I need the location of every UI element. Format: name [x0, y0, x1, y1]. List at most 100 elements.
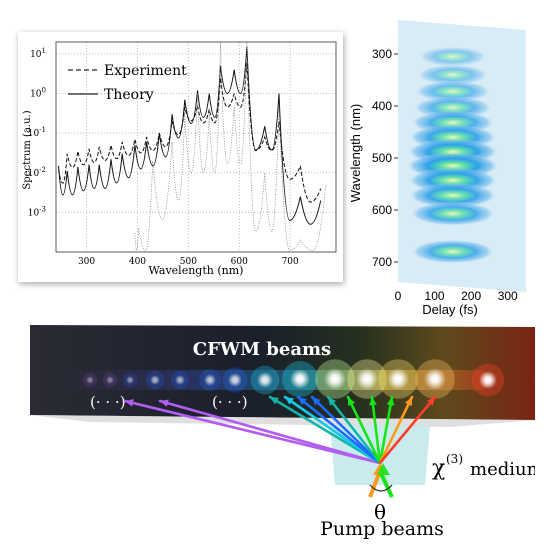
generated-beam-arrowhead	[125, 399, 134, 407]
cfwm-beam-spots	[82, 359, 505, 399]
beam-spot	[126, 376, 134, 384]
heatmap-band	[415, 80, 491, 103]
chi3-medium-label: χ (3) medium	[432, 452, 544, 481]
chi-symbol: χ	[432, 456, 445, 481]
heatmap-band	[409, 183, 497, 208]
heatmap-band	[411, 239, 495, 264]
spectrum-series-line	[58, 62, 322, 203]
legend-label-experiment: Experiment	[104, 63, 187, 79]
generated-beam-arrow	[370, 395, 382, 465]
spectrum-grid	[56, 42, 336, 252]
delay-wavelength-map-panel: 300 400 500 600 700 0 100 200 300 Wavelength (n…	[348, 18, 545, 318]
beam-spot	[150, 375, 160, 385]
spectrum-x-ticks: 300 400 500 600 700	[78, 257, 299, 267]
heatmap-y-ticks: 300 400 500 600 700	[372, 47, 398, 269]
heatmap-band	[417, 64, 489, 85]
generated-beam-arrow	[283, 395, 382, 465]
beam-spot	[257, 372, 273, 388]
cfwm-beam-diagram: CFWM beams (· · ·) (· · ·) θ Pump beams …	[30, 325, 544, 545]
spectrum-y-tick-label: 10-1	[28, 126, 46, 139]
pump-beam	[368, 470, 382, 498]
beam-spot	[324, 368, 346, 390]
beam-spot	[228, 373, 242, 387]
spectrum-legend: Experiment Theory	[68, 63, 187, 103]
spectrum-y-axis-label: Spectrum (a.u.)	[22, 110, 33, 189]
spectrum-y-tick-label: 10-2	[28, 166, 46, 179]
cfwm-beam-illustration: CFWM beams (· · ·) (· · ·) θ Pump beams …	[30, 325, 544, 540]
pump-beam	[378, 470, 394, 498]
generated-beam-arrowhead	[328, 397, 337, 406]
ellipsis-left: (· · ·)	[90, 393, 126, 411]
beam-arrows	[123, 395, 437, 498]
generated-beam-arrow	[268, 395, 382, 465]
beam-spot	[86, 376, 94, 384]
heatmap-band	[410, 201, 496, 226]
generated-beam-arrowhead	[348, 397, 356, 406]
heatmap-y-tick-label: 300	[372, 47, 392, 61]
generated-beam-arrowhead	[298, 397, 307, 406]
generated-beam-arrow	[326, 395, 382, 465]
beam-spot	[479, 371, 497, 389]
generated-beam-arrow	[296, 395, 382, 465]
angle-arc	[369, 484, 393, 492]
heatmap-x-tick-label: 100	[425, 289, 445, 303]
generated-beam-arrowhead	[369, 397, 377, 406]
heatmap-y-tick-label: 700	[372, 255, 392, 269]
generated-beam-arrow	[378, 395, 394, 465]
chi-superscript: (3)	[446, 452, 463, 466]
heatmap-y-tick-label: 500	[372, 151, 392, 165]
spectrum-x-tick-label: 300	[78, 257, 95, 267]
spectrum-x-tick-label: 500	[180, 257, 197, 267]
ellipsis-right: (· · ·)	[212, 393, 248, 411]
generated-beam-arrow	[346, 395, 382, 465]
beam-spot	[106, 376, 114, 384]
spectrum-series-line	[58, 46, 322, 225]
generated-beam-arrow	[310, 395, 382, 465]
heatmap-x-tick-label: 300	[498, 289, 518, 303]
heatmap-x-axis-label: Delay (fs)	[422, 302, 478, 317]
theta-label: θ	[374, 500, 386, 524]
generated-beam-arrowhead	[386, 397, 395, 406]
generated-beam-arrowhead	[404, 397, 412, 406]
legend-label-theory: Theory	[104, 87, 154, 103]
generated-beam-arrow	[378, 395, 414, 465]
heatmap-y-axis-label: Wavelength (nm)	[350, 104, 363, 203]
generated-beam-arrowhead	[160, 399, 169, 407]
spectrum-plot-panel: 300 400 500 600 700 10-3 10-2 10-1 100 101 Wavel…	[18, 32, 343, 282]
spectrum-y-tick-label: 101	[30, 47, 46, 60]
spectrum-y-tick-label: 100	[30, 87, 46, 100]
generated-beam-arrowhead	[285, 397, 294, 405]
spectrum-plot-frame	[55, 41, 337, 253]
generated-beam-arrowhead	[270, 397, 279, 405]
beam-glow-band	[60, 370, 490, 390]
spectrum-x-tick-label: 700	[282, 257, 299, 267]
beam-spot	[387, 368, 409, 390]
beam-spot	[424, 368, 446, 390]
beam-spot	[175, 375, 185, 385]
generated-beam-arrow	[123, 399, 382, 465]
heatmap-x-tick-label: 200	[461, 289, 481, 303]
heatmap-band	[419, 46, 487, 67]
spectrum-x-tick-label: 400	[129, 257, 146, 267]
pump-beam-arrowhead	[377, 463, 390, 475]
spectrum-series-line	[134, 41, 327, 251]
spectrum-y-ticks: 10-3 10-2 10-1 100 101	[28, 47, 46, 218]
spectrum-chart: 300 400 500 600 700 10-3 10-2 10-1 100 101 Wavel…	[22, 41, 337, 277]
spectrum-y-tick-label: 10-3	[28, 205, 46, 218]
spectrum-x-axis-label: Wavelength (nm)	[149, 264, 244, 277]
generated-beam-arrow	[158, 399, 382, 465]
heatmap-y-tick-label: 400	[372, 99, 392, 113]
spectrum-x-tick-label: 600	[231, 257, 248, 267]
generated-beam-arrowhead	[312, 397, 321, 406]
delay-wavelength-heatmap: 300 400 500 600 700 0 100 200 300 Wavelength (n…	[348, 20, 526, 317]
beam-spot	[204, 374, 216, 386]
cfwm-beams-title: CFWM beams	[193, 339, 331, 360]
generated-beam-arrow	[378, 395, 437, 465]
medium-word: medium	[470, 459, 535, 480]
heatmap-bands	[406, 46, 499, 264]
heatmap-x-ticks: 0 100 200 300	[395, 289, 518, 303]
beam-spot	[356, 368, 378, 390]
photo-shadow	[30, 415, 535, 427]
beam-spot	[290, 369, 310, 389]
generated-beam-arrowhead	[426, 397, 435, 406]
